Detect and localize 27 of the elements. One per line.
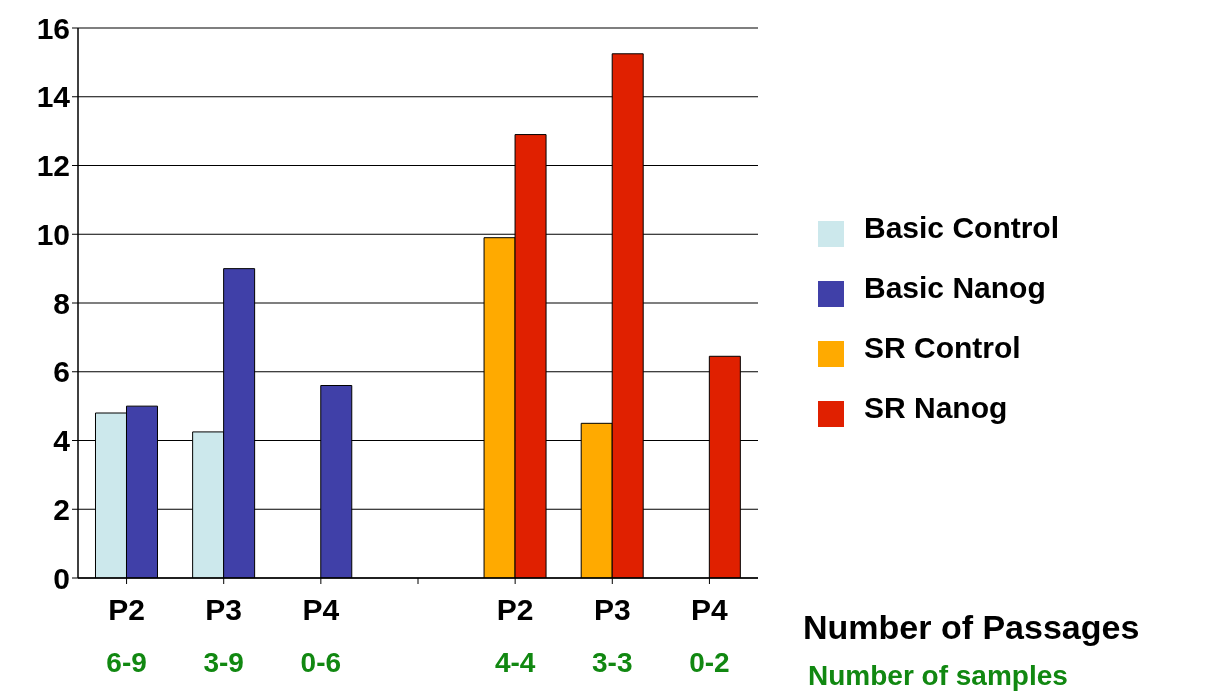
x-tick-label: P2 (108, 593, 145, 626)
x-axis-title: Number of Passages (803, 608, 1140, 647)
y-tick-label: 8 (53, 286, 70, 320)
x-tick-label: P3 (593, 593, 631, 626)
text: Number of samples (808, 660, 1068, 692)
y-tick-label: 4 (53, 424, 71, 458)
y-tick-label: 10 (36, 217, 70, 251)
x-tick-label: P3 (205, 593, 243, 626)
legend-label: Basic Control (864, 211, 1060, 244)
y-tick-label: 12 (36, 149, 70, 183)
legend-label: SR Nanog (864, 391, 1008, 424)
text: 6-9 (106, 647, 147, 678)
x-tick-label: P4 (302, 593, 340, 626)
y-tick-label: 16 (36, 11, 70, 45)
x-tick-label: P4 (691, 593, 729, 626)
text: 0-2 (689, 647, 730, 678)
y-tick-label: 2 (53, 492, 70, 526)
x-tick-label: P2 (496, 593, 534, 626)
y-tick-label: 0 (53, 561, 70, 595)
text: 3-3 (592, 647, 633, 678)
y-tick-label: 14 (36, 80, 71, 114)
text: 0-6 (300, 647, 342, 678)
text: 4-4 (494, 647, 536, 678)
legend-label: Basic Nanog (864, 271, 1046, 304)
legend-label: SR Control (864, 331, 1021, 364)
text: 3-9 (203, 647, 244, 678)
y-tick-label: 6 (53, 355, 70, 389)
